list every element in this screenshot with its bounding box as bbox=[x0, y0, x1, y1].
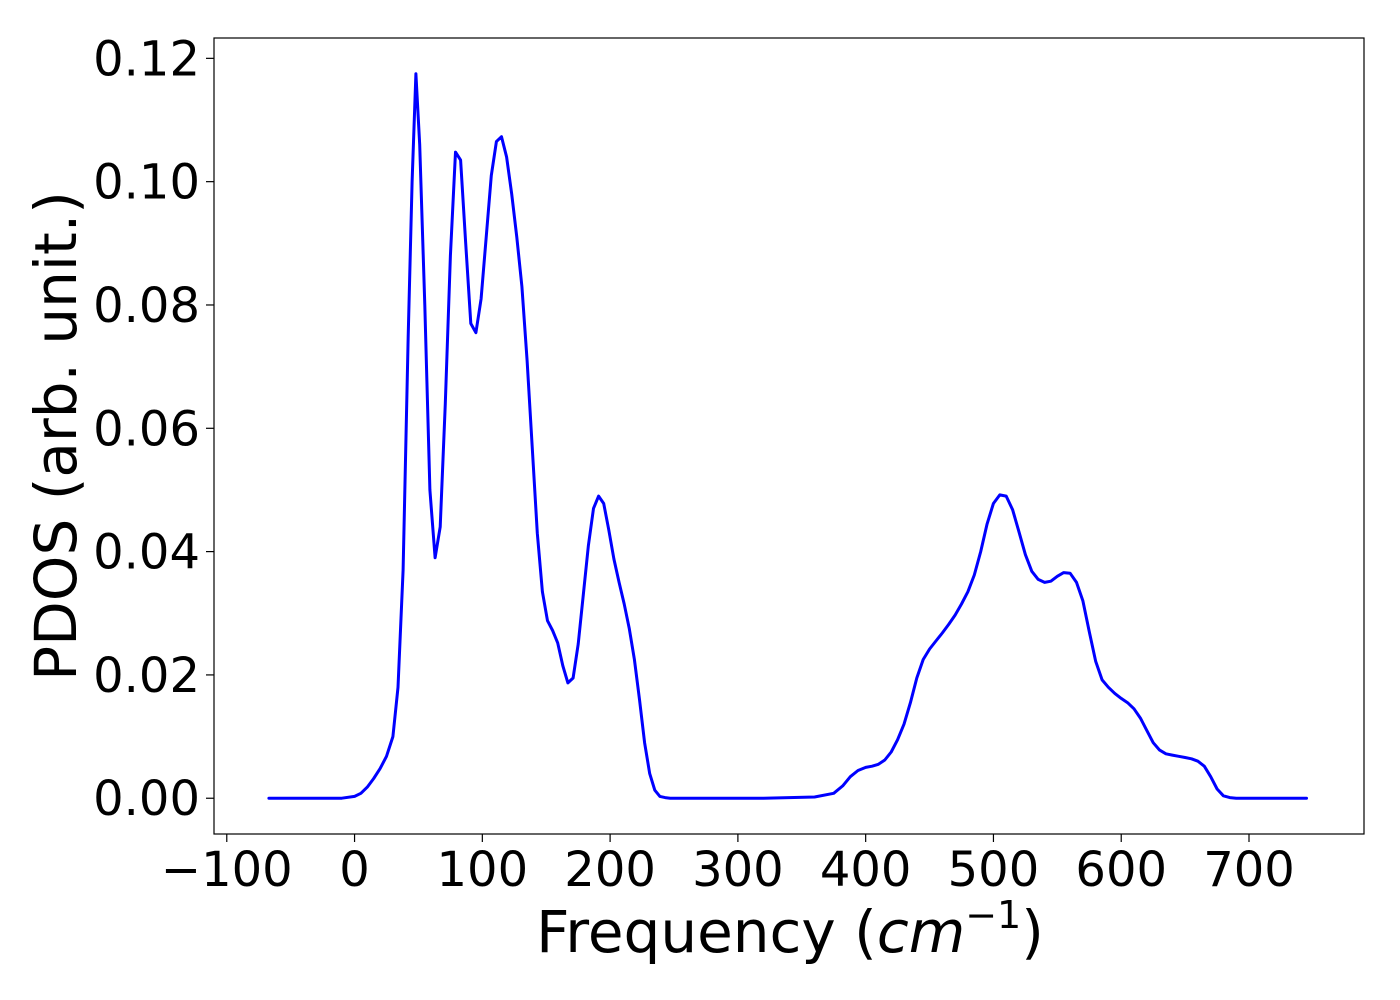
y-axis-label: PDOS (arb. unit.) bbox=[22, 191, 90, 681]
x-tick-label: 0 bbox=[339, 842, 370, 898]
x-tick-label: 400 bbox=[820, 842, 912, 898]
y-tick-label: 0.08 bbox=[93, 278, 200, 334]
x-axis-label: Frequency (cm−1) bbox=[536, 893, 1044, 966]
x-axis-label-exponent: −1 bbox=[965, 893, 1021, 937]
x-axis-ticks: −100 0 100 200 300 400 500 600 700 bbox=[161, 834, 1295, 898]
plot-area bbox=[267, 72, 1308, 800]
y-tick-label: 0.10 bbox=[93, 155, 200, 211]
x-tick-label: 600 bbox=[1075, 842, 1167, 898]
x-tick-label: 500 bbox=[948, 842, 1040, 898]
axes-frame bbox=[213, 37, 1365, 835]
x-tick-label: −100 bbox=[161, 842, 293, 898]
y-axis-ticks: 0.00 0.02 0.04 0.06 0.08 0.10 0.12 bbox=[93, 31, 214, 827]
y-tick-label: 0.00 bbox=[93, 771, 200, 827]
x-tick-label: 300 bbox=[692, 842, 784, 898]
x-tick-label: 100 bbox=[437, 842, 529, 898]
x-axis-label-unit: cm bbox=[877, 898, 965, 966]
y-tick-label: 0.04 bbox=[93, 525, 200, 581]
pdos-series-line bbox=[267, 72, 1308, 800]
x-axis-label-text: Frequency ( bbox=[536, 898, 877, 966]
x-tick-label: 700 bbox=[1203, 842, 1295, 898]
y-tick-label: 0.02 bbox=[93, 648, 200, 704]
y-tick-label: 0.06 bbox=[93, 401, 200, 457]
x-axis-label-close: ) bbox=[1021, 898, 1044, 966]
x-tick-label: 200 bbox=[564, 842, 656, 898]
y-tick-label: 0.12 bbox=[93, 31, 200, 87]
